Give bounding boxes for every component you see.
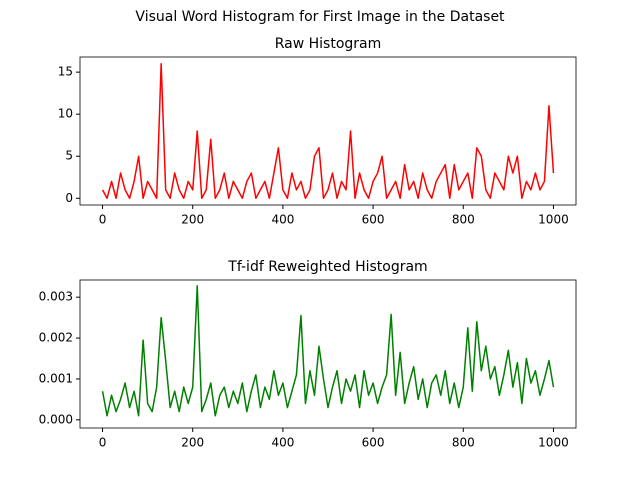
y-tick-label: 15 (58, 65, 73, 79)
figure-title: Visual Word Histogram for First Image in… (135, 9, 505, 25)
axes-title: Raw Histogram (275, 36, 382, 52)
x-tick-label: 1000 (538, 213, 569, 227)
line-series (101, 62, 555, 200)
line-series (101, 284, 555, 417)
y-tick-label: 10 (58, 107, 73, 121)
y-tick-label: 0.002 (39, 331, 73, 345)
x-tick-label: 400 (271, 436, 294, 450)
x-tick-label: 0 (99, 213, 107, 227)
y-tick-label: 0 (65, 191, 73, 205)
y-tick-label: 0.001 (39, 371, 73, 385)
axes-title: Tf-idf Reweighted Histogram (227, 259, 427, 275)
x-tick-label: 600 (362, 436, 385, 450)
x-tick-label: 600 (362, 213, 385, 227)
x-tick-label: 200 (181, 436, 204, 450)
x-tick-label: 1000 (538, 436, 569, 450)
x-tick-label: 800 (452, 436, 475, 450)
axes-frame (79, 279, 577, 429)
x-tick-label: 400 (271, 213, 294, 227)
y-tick-label: 0.003 (39, 290, 73, 304)
axes-frame (79, 56, 577, 206)
x-tick-label: 0 (99, 436, 107, 450)
y-tick-label: 0.000 (39, 412, 73, 426)
x-tick-label: 800 (452, 213, 475, 227)
x-tick-label: 200 (181, 213, 204, 227)
y-tick-label: 5 (65, 149, 73, 163)
